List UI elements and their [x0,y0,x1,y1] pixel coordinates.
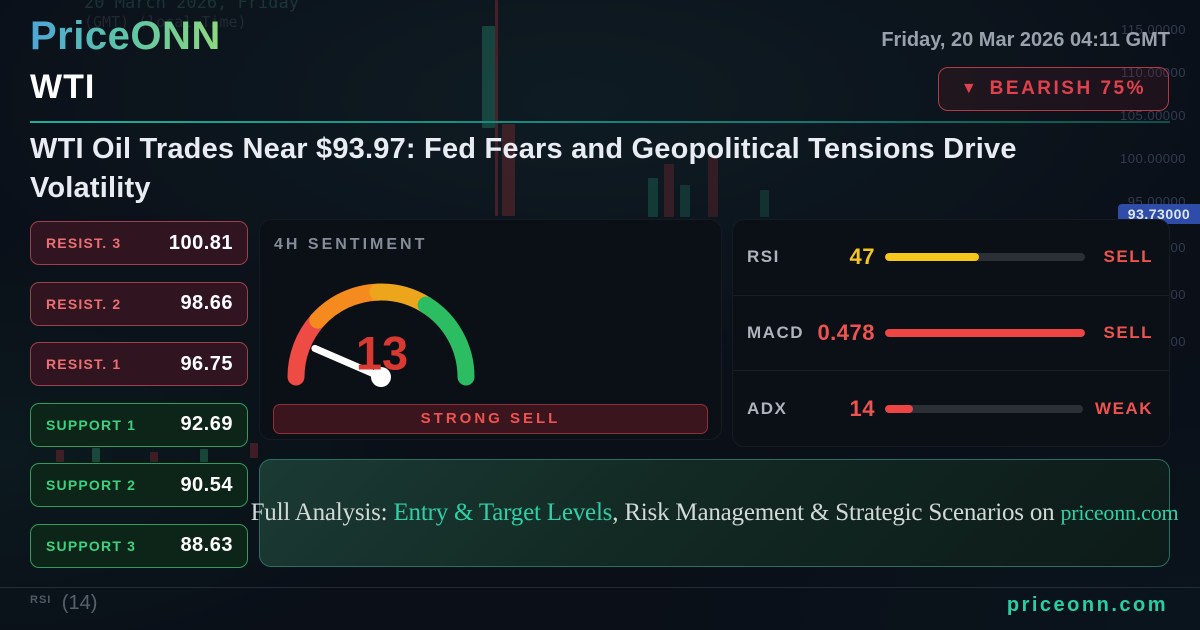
candlestick [708,154,718,217]
level-resistance-3: RESIST. 3 100.81 [30,221,248,265]
candlestick [200,449,208,462]
sentiment-gauge [287,283,475,387]
indicator-value: 47 [849,244,875,270]
level-value: 92.69 [180,413,233,435]
indicator-label: MACD [747,323,804,342]
full-analysis-banner[interactable]: Full Analysis: Entry & Target Levels, Ri… [251,459,1179,567]
candlestick [150,452,158,462]
rsi-pane-name: RSI [30,594,52,606]
rsi-pane-period: (14) [61,592,98,614]
price-scale-label: 110.00000 [1121,65,1186,80]
level-value: 98.66 [180,292,233,314]
gauge-pivot [371,367,391,387]
candlestick [680,185,690,217]
indicator-row-macd: MACD 0.478 SELL [733,294,1169,371]
indicators-panel: RSI 47 SELL MACD 0.478 SELL ADX 14 WEAK [732,219,1170,447]
indicator-row-adx: ADX 14 WEAK [733,370,1169,446]
levels-column: RESIST. 3 100.81 RESIST. 2 98.66 RESIST.… [30,221,248,568]
sentiment-value: 13 [355,326,409,380]
gauge-needle [311,344,385,381]
indicator-value: 0.478 [817,320,875,345]
down-triangle-icon: ▼ [960,80,977,97]
level-label: SUPPORT 2 [46,477,137,493]
indicator-bar [885,253,1085,262]
candlestick [502,124,515,216]
candlestick [648,178,658,217]
level-support-3: SUPPORT 3 88.63 [30,523,248,568]
level-value: 90.54 [180,473,233,496]
level-support-1: SUPPORT 1 92.69 [30,402,248,447]
price-scale-label: 105.00000 [1120,108,1186,123]
banner-site-link[interactable]: priceonn.com [1060,500,1179,525]
rsi-pane-label: RSI (14) [30,592,97,615]
candlestick [664,164,674,217]
level-value: 88.63 [180,534,233,556]
brand-logo: PriceONN [30,14,221,58]
banner-link[interactable]: Entry & Target Levels [393,499,613,526]
level-label: SUPPORT 1 [46,416,137,433]
indicator-signal: SELL [1103,247,1153,267]
indicator-bar [885,404,1084,413]
footer-divider [0,587,1200,588]
watermark-date: 20 March 2026, Friday [84,0,299,13]
sentiment-signal-badge: STRONG SELL [273,404,708,434]
level-label: RESIST. 3 [46,235,122,251]
indicator-bar-fill [885,404,913,413]
candlestick [760,190,769,217]
sentiment-title: 4H SENTIMENT [274,236,428,253]
gauge-arc-orange [309,283,387,329]
indicator-bar-fill [885,329,1085,337]
indicator-signal: SELL [1103,323,1153,342]
level-value: 100.81 [168,231,233,254]
trend-badge: ▼ BEARISH 75% [937,67,1169,111]
indicator-bar [885,329,1085,337]
level-label: RESIST. 2 [46,295,122,312]
level-resistance-1: RESIST. 1 96.75 [30,342,248,386]
watermark-timezone: (GMT) (local Time) [84,13,247,31]
level-support-2: SUPPORT 2 90.54 [30,463,248,507]
gauge-arc-green [417,296,475,386]
price-scale-label: 100.00000 [1120,151,1186,166]
banner-text: Full Analysis: Entry & Target Levels, Ri… [251,499,1179,527]
footer-site-link[interactable]: priceonn.com [1006,594,1168,616]
price-scale-label: 115.00000 [1121,22,1186,37]
level-label: RESIST. 1 [46,356,122,372]
symbol-title: WTI [30,68,96,106]
candlestick [250,443,258,458]
indicator-row-rsi: RSI 47 SELL [733,220,1169,295]
headline: WTI Oil Trades Near $93.97: Fed Fears an… [30,133,1017,204]
indicator-value: 14 [849,395,875,421]
banner-prefix: Full Analysis: [250,499,394,526]
banner-middle: , Risk Management & Strategic Scenarios … [612,499,1061,526]
candlestick [56,450,64,462]
indicator-label: ADX [747,398,788,418]
candlestick [495,0,498,216]
candlestick [482,26,495,128]
timestamp: Friday, 20 Mar 2026 04:11 GMT [881,29,1170,51]
level-resistance-2: RESIST. 2 98.66 [30,281,248,326]
candlestick [92,448,100,462]
level-value: 96.75 [180,352,233,375]
indicator-label: RSI [747,247,780,267]
sentiment-panel: 4H SENTIMENT 13 STRONG SELL [259,219,722,440]
level-label: SUPPORT 3 [46,537,137,554]
trend-badge-label: BEARISH 75% [989,78,1146,99]
indicator-signal: WEAK [1095,398,1153,418]
accent-divider [30,121,1170,123]
indicator-bar-fill [885,253,979,262]
